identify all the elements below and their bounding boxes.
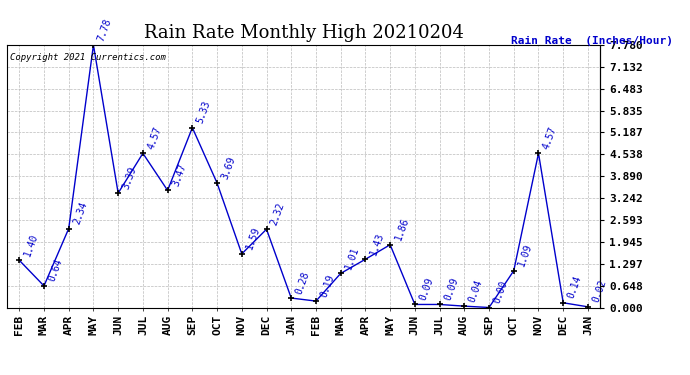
Text: 3.47: 3.47 — [170, 162, 188, 188]
Text: Copyright 2021 Currentics.com: Copyright 2021 Currentics.com — [10, 53, 166, 62]
Text: 0.19: 0.19 — [319, 273, 336, 298]
Title: Rain Rate Monthly High 20210204: Rain Rate Monthly High 20210204 — [144, 24, 464, 42]
Text: 0.14: 0.14 — [566, 274, 584, 300]
Text: 1.09: 1.09 — [517, 243, 534, 268]
Text: Rain Rate  (Inches/Hour): Rain Rate (Inches/Hour) — [511, 36, 673, 46]
Text: 1.40: 1.40 — [22, 232, 39, 258]
Text: 5.33: 5.33 — [195, 99, 213, 125]
Text: 1.01: 1.01 — [344, 245, 361, 271]
Text: 3.39: 3.39 — [121, 165, 139, 190]
Text: 1.86: 1.86 — [393, 216, 411, 242]
Text: 0.09: 0.09 — [417, 276, 435, 302]
Text: 1.43: 1.43 — [368, 231, 386, 256]
Text: 0.02: 0.02 — [591, 279, 608, 304]
Text: 0.04: 0.04 — [467, 278, 484, 303]
Text: 0.09: 0.09 — [442, 276, 460, 302]
Text: 7.78: 7.78 — [96, 17, 114, 42]
Text: 0.64: 0.64 — [47, 258, 64, 283]
Text: 4.57: 4.57 — [541, 125, 559, 150]
Text: 0.28: 0.28 — [294, 270, 311, 295]
Text: 4.57: 4.57 — [146, 125, 163, 150]
Text: 1.59: 1.59 — [244, 226, 262, 251]
Text: 3.69: 3.69 — [220, 155, 237, 180]
Text: 2.32: 2.32 — [269, 201, 287, 226]
Text: 2.34: 2.34 — [72, 200, 89, 226]
Text: 0.00: 0.00 — [492, 279, 509, 305]
